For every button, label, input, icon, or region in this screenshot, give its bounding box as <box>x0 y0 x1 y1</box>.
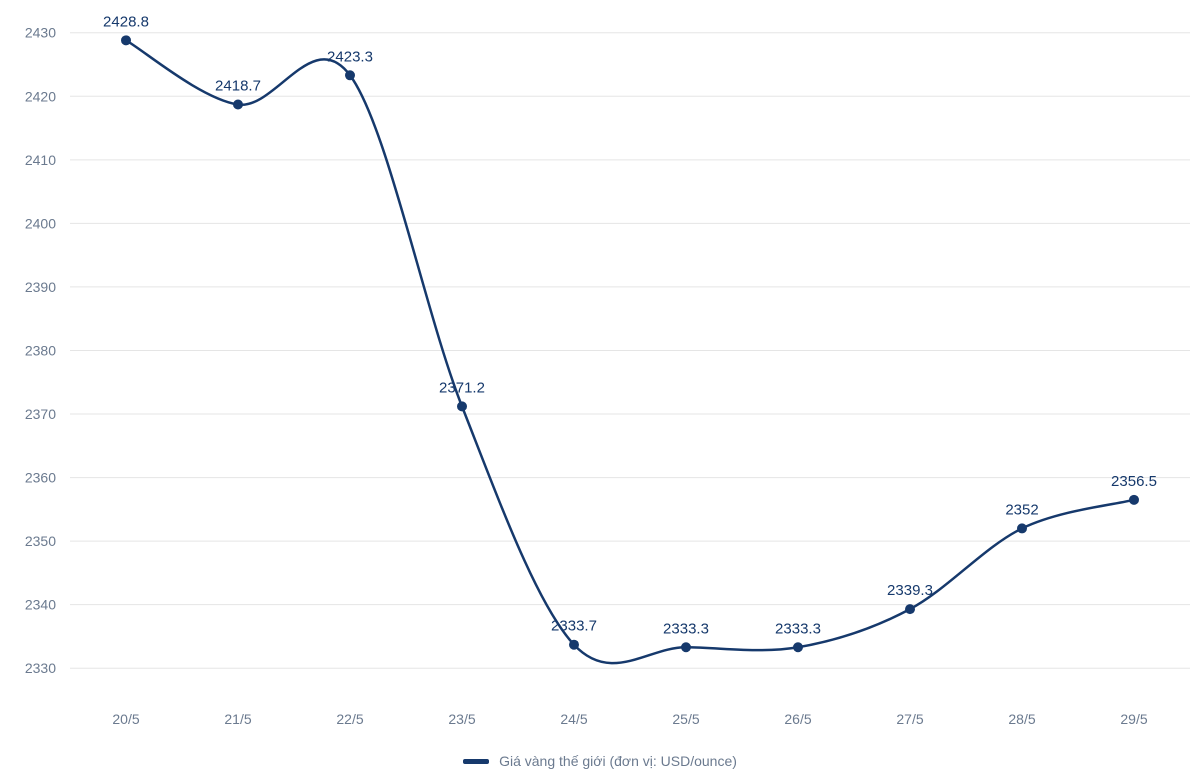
data-label: 2333.3 <box>663 620 709 637</box>
data-label: 2352 <box>1005 501 1038 518</box>
x-tick-label: 24/5 <box>560 711 587 727</box>
y-tick-label: 2410 <box>25 152 56 168</box>
y-tick-label: 2360 <box>25 470 56 486</box>
legend: Giá vàng thế giới (đơn vị: USD/ounce) <box>0 753 1200 769</box>
data-marker <box>793 642 803 652</box>
chart-svg: 2330 2340 2350 2360 2370 2380 2390 2400 2410 2420… <box>0 0 1200 777</box>
x-tick-label: 22/5 <box>336 711 363 727</box>
data-label: 2339.3 <box>887 582 933 599</box>
data-label: 2356.5 <box>1111 473 1157 490</box>
data-marker <box>1129 495 1139 505</box>
data-marker <box>121 35 131 45</box>
data-label: 2418.7 <box>215 78 261 95</box>
x-tick-label: 28/5 <box>1008 711 1035 727</box>
x-tick-label: 27/5 <box>896 711 923 727</box>
series-line <box>126 40 1134 663</box>
data-marker <box>345 70 355 80</box>
data-label: 2423.3 <box>327 48 373 65</box>
legend-label: Giá vàng thế giới (đơn vị: USD/ounce) <box>499 753 737 769</box>
y-tick-label: 2330 <box>25 660 56 676</box>
x-tick-label: 23/5 <box>448 711 475 727</box>
x-tick-label: 21/5 <box>224 711 251 727</box>
y-tick-label: 2340 <box>25 597 56 613</box>
y-tick-label: 2400 <box>25 215 56 231</box>
x-tick-label: 29/5 <box>1120 711 1147 727</box>
y-tick-label: 2420 <box>25 88 56 104</box>
data-label: 2333.3 <box>775 620 821 637</box>
y-tick-label: 2370 <box>25 406 56 422</box>
legend-swatch <box>463 759 489 764</box>
y-tick-label: 2430 <box>25 25 56 41</box>
x-tick-label: 25/5 <box>672 711 699 727</box>
x-tick-label: 20/5 <box>112 711 139 727</box>
data-marker <box>569 640 579 650</box>
gold-price-chart: 2330 2340 2350 2360 2370 2380 2390 2400 2410 2420… <box>0 0 1200 777</box>
data-label: 2371.2 <box>439 379 485 396</box>
data-marker <box>681 642 691 652</box>
data-marker <box>1017 523 1027 533</box>
data-label: 2333.7 <box>551 618 597 635</box>
data-marker <box>457 401 467 411</box>
data-marker <box>905 604 915 614</box>
y-tick-label: 2350 <box>25 533 56 549</box>
data-marker <box>233 100 243 110</box>
y-tick-label: 2380 <box>25 342 56 358</box>
y-tick-label: 2390 <box>25 279 56 295</box>
data-label: 2428.8 <box>103 13 149 30</box>
x-tick-label: 26/5 <box>784 711 811 727</box>
